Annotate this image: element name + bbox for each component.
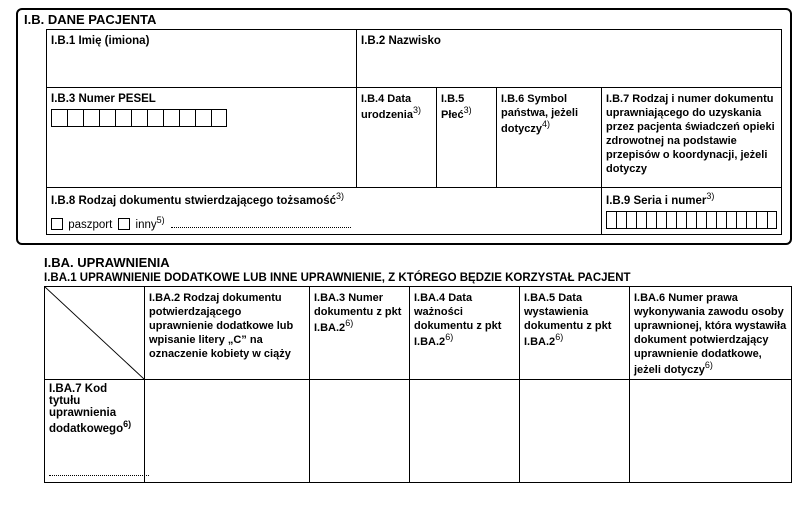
ib4-cell: I.B.4 Data urodzenia3) — [357, 88, 437, 188]
ib8-cell: I.B.8 Rodzaj dokumentu stwierdzającego t… — [47, 188, 602, 235]
comb-cell[interactable] — [163, 109, 179, 127]
section-iba-title: I.BA. UPRAWNIENIA — [16, 255, 792, 272]
serial-combstrip[interactable] — [606, 211, 777, 229]
ib6-label: I.B.6 Symbol państwa, jeżeli dotyczy — [501, 93, 578, 135]
comb-cell[interactable] — [179, 109, 195, 127]
ib8-inny-sup: 5) — [157, 215, 165, 225]
comb-cell[interactable] — [696, 211, 706, 229]
comb-cell[interactable] — [746, 211, 756, 229]
comb-cell[interactable] — [636, 211, 646, 229]
iba7-sup: 6) — [123, 419, 131, 429]
comb-cell[interactable] — [616, 211, 626, 229]
section-ib: I.B. DANE PACJENTA I.B.1 Imię (imiona) I — [16, 8, 792, 245]
ib8-paszport-option[interactable]: paszport — [51, 218, 112, 231]
comb-cell[interactable] — [716, 211, 726, 229]
pesel-combstrip[interactable] — [51, 109, 352, 127]
comb-cell[interactable] — [147, 109, 163, 127]
ib5-cell: I.B.5 Płeć3) — [437, 88, 497, 188]
iba-row2-c2[interactable] — [145, 380, 310, 483]
ib7-cell: I.B.7 Rodzaj i numer dokumentu uprawniaj… — [602, 88, 782, 188]
comb-cell[interactable] — [211, 109, 227, 127]
ib8-inny-label: inny — [136, 219, 157, 231]
diagonal-line-icon — [45, 287, 144, 379]
iba2-cell: I.BA.2 Rodzaj dokumentu potwierdzającego… — [145, 287, 310, 380]
ib8-inny-line[interactable] — [171, 218, 351, 228]
iba3-cell: I.BA.3 Numer dokumentu z pkt I.BA.26) — [310, 287, 410, 380]
comb-cell[interactable] — [83, 109, 99, 127]
ib4-sup: 3) — [413, 105, 421, 115]
iba4-cell: I.BA.4 Data ważności dokumentu z pkt I.B… — [410, 287, 520, 380]
ib9-sup: 3) — [706, 191, 714, 201]
comb-cell[interactable] — [131, 109, 147, 127]
ib8-options: paszport inny5) — [51, 215, 597, 231]
section-ib-body: I.B.1 Imię (imiona) I.B.2 Nazwisko I.B.3… — [18, 29, 790, 243]
iba2-label: I.BA.2 Rodzaj dokumentu potwierdzającego… — [149, 292, 293, 360]
checkbox-icon — [51, 218, 63, 230]
section-iba-subtitle: I.BA.1 UPRAWNIENIE DODATKOWE LUB INNE UP… — [16, 272, 792, 286]
ib8-paszport-label: paszport — [68, 219, 112, 231]
comb-cell[interactable] — [99, 109, 115, 127]
comb-cell[interactable] — [736, 211, 746, 229]
iba6-sup: 6) — [705, 360, 713, 370]
ib1-label: I.B.1 Imię (imiona) — [51, 35, 149, 47]
iba7-fill-line[interactable] — [49, 466, 149, 476]
ib5-sup: 3) — [464, 105, 472, 115]
ib-table: I.B.1 Imię (imiona) I.B.2 Nazwisko I.B.3… — [46, 29, 782, 235]
iba6-cell: I.BA.6 Numer prawa wykonywania zawodu os… — [630, 287, 792, 380]
comb-cell[interactable] — [115, 109, 131, 127]
comb-cell[interactable] — [756, 211, 766, 229]
ib8-sup: 3) — [336, 191, 344, 201]
comb-cell[interactable] — [686, 211, 696, 229]
comb-cell[interactable] — [51, 109, 67, 127]
comb-cell[interactable] — [666, 211, 676, 229]
ib3-label: I.B.3 Numer PESEL — [51, 93, 156, 105]
iba4-sup: 6) — [445, 332, 453, 342]
iba-table: I.BA.2 Rodzaj dokumentu potwierdzającego… — [44, 286, 792, 483]
ib3-cell: I.B.3 Numer PESEL — [47, 88, 357, 188]
ib2-label: I.B.2 Nazwisko — [361, 35, 441, 47]
iba4-label: I.BA.4 Data ważności dokumentu z pkt I.B… — [414, 292, 501, 348]
iba-row2-c3[interactable] — [310, 380, 410, 483]
ib4-label: I.B.4 Data urodzenia — [361, 93, 413, 121]
comb-cell[interactable] — [67, 109, 83, 127]
iba3-sup: 6) — [345, 318, 353, 328]
comb-cell[interactable] — [767, 211, 777, 229]
ib9-label: I.B.9 Seria i numer — [606, 195, 706, 207]
iba5-cell: I.BA.5 Data wystawienia dokumentu z pkt … — [520, 287, 630, 380]
ib6-cell: I.B.6 Symbol państwa, jeżeli dotyczy4) — [497, 88, 602, 188]
iba-row2-c5[interactable] — [520, 380, 630, 483]
ib7-label: I.B.7 Rodzaj i numer dokumentu uprawniaj… — [606, 93, 775, 175]
ib5-label: I.B.5 Płeć — [441, 93, 464, 121]
comb-cell[interactable] — [646, 211, 656, 229]
comb-cell[interactable] — [706, 211, 716, 229]
checkbox-icon — [118, 218, 130, 230]
iba7-label: I.BA.7 Kod tytułu uprawnienia dodatkoweg… — [49, 383, 123, 435]
iba-row2-c4[interactable] — [410, 380, 520, 483]
comb-cell[interactable] — [726, 211, 736, 229]
comb-cell[interactable] — [606, 211, 616, 229]
iba3-label: I.BA.3 Numer dokumentu z pkt I.BA.2 — [314, 292, 401, 334]
section-ib-title: I.B. DANE PACJENTA — [18, 10, 790, 29]
iba7-cell: I.BA.7 Kod tytułu uprawnienia dodatkoweg… — [45, 380, 145, 483]
ib8-label: I.B.8 Rodzaj dokumentu stwierdzającego t… — [51, 195, 336, 207]
section-iba-body: I.BA.2 Rodzaj dokumentu potwierdzającego… — [16, 286, 792, 483]
ib9-cell: I.B.9 Seria i numer3) — [602, 188, 782, 235]
comb-cell[interactable] — [656, 211, 666, 229]
comb-cell[interactable] — [626, 211, 636, 229]
comb-cell[interactable] — [195, 109, 211, 127]
iba5-label: I.BA.5 Data wystawienia dokumentu z pkt … — [524, 292, 611, 348]
iba-row2-c6[interactable] — [630, 380, 792, 483]
comb-cell[interactable] — [676, 211, 686, 229]
page-root: I.B. DANE PACJENTA I.B.1 Imię (imiona) I — [0, 0, 808, 499]
iba-diagonal-cell — [45, 287, 145, 380]
ib6-sup: 4) — [542, 119, 550, 129]
ib8-inny-option[interactable]: inny5) — [118, 215, 164, 231]
iba5-sup: 6) — [555, 332, 563, 342]
